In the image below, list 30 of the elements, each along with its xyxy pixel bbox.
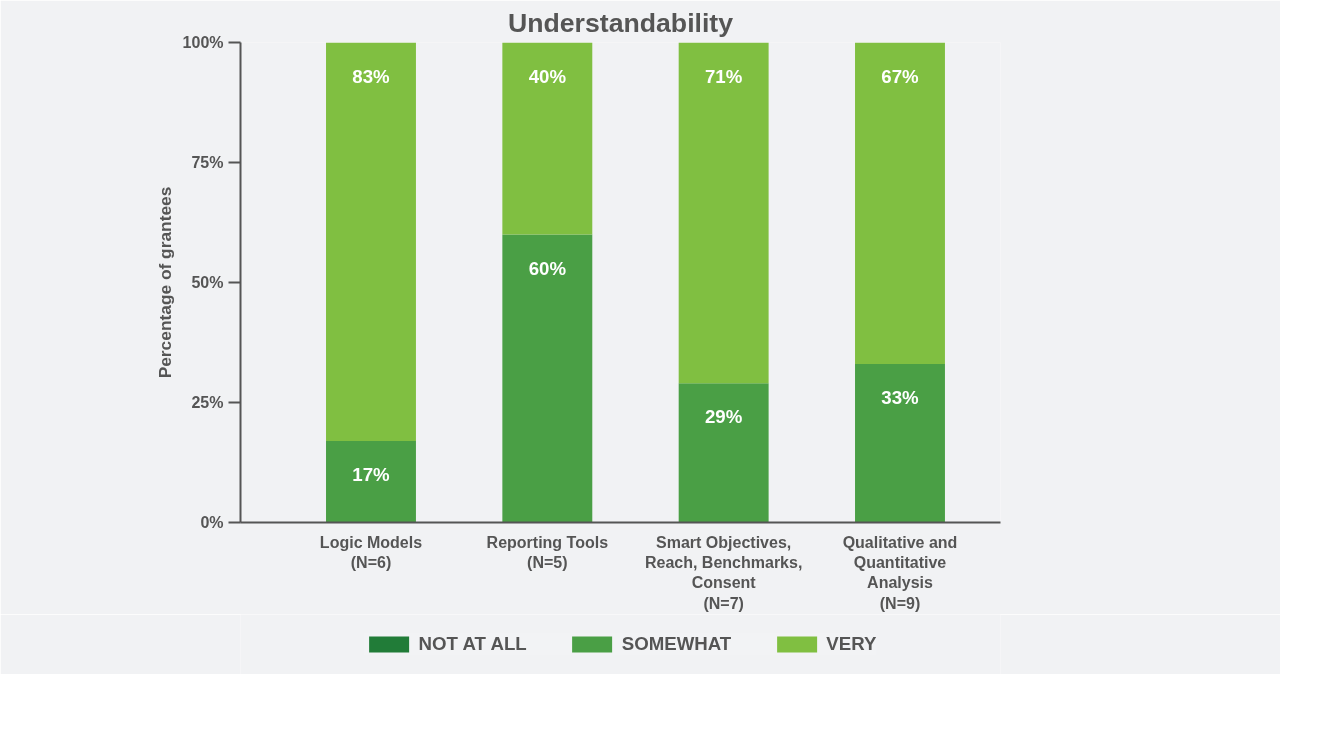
bar bbox=[678, 383, 769, 523]
bar bbox=[502, 42, 593, 235]
y-tick-label: 0% bbox=[200, 514, 224, 531]
chart-title: Understandability bbox=[507, 7, 734, 38]
bar bbox=[855, 364, 945, 523]
x-tick-label: Reporting Tools (N=5) bbox=[486, 533, 609, 571]
y-tick-label: 75% bbox=[191, 154, 224, 171]
y-axis-title: Percentage of grantees bbox=[154, 186, 175, 379]
x-tick-label: Qualitative and Quantitative Analysis (N=9) bbox=[842, 533, 958, 612]
bar bbox=[502, 234, 593, 523]
bar bbox=[326, 440, 416, 523]
bar bbox=[855, 42, 945, 365]
y-tick-label: 50% bbox=[191, 274, 224, 291]
x-tick-label: Smart Objectives, Reach, Benchmarks, Consent (N=7) bbox=[644, 533, 803, 612]
legend-label: VERY bbox=[826, 633, 877, 655]
legend-label: NOT AT ALL bbox=[418, 633, 527, 655]
data-label: 17% bbox=[352, 464, 391, 485]
data-label: 29% bbox=[704, 406, 743, 428]
data-label: 71% bbox=[704, 65, 743, 87]
x-tick-label: Logic Models (N=6) bbox=[319, 533, 423, 571]
y-tick-label: 100% bbox=[182, 34, 224, 51]
legend-label: SOMEWHAT bbox=[621, 633, 732, 655]
y-tick-label: 25% bbox=[191, 394, 224, 411]
bar bbox=[678, 42, 769, 384]
data-label: 40% bbox=[528, 65, 567, 87]
data-label: 60% bbox=[528, 257, 567, 279]
data-label: 83% bbox=[352, 65, 391, 87]
data-label: 67% bbox=[881, 65, 920, 87]
data-label: 33% bbox=[881, 387, 920, 409]
bar bbox=[326, 42, 416, 441]
